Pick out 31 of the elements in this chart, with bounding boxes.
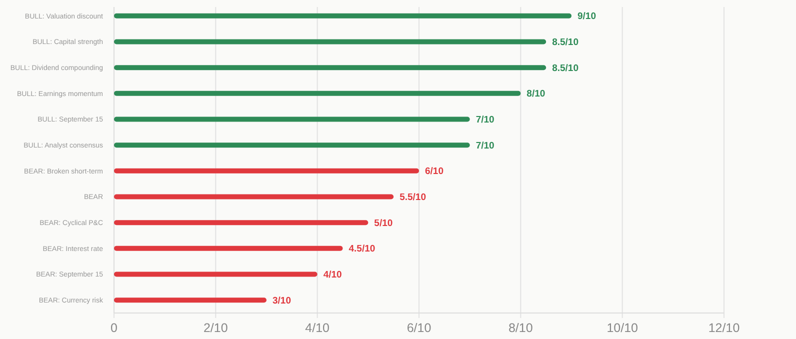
x-tick-label: 10/10 — [606, 321, 638, 335]
bar — [114, 39, 546, 44]
x-tick-label: 6/10 — [406, 321, 432, 335]
bar — [114, 220, 368, 226]
data-label: 6/10 — [425, 166, 444, 178]
data-label: 8.5/10 — [552, 37, 579, 48]
x-tick-label: 0 — [110, 321, 118, 335]
data-label: 5/10 — [374, 218, 393, 229]
data-label: 8/10 — [526, 88, 546, 100]
data-label: 3/10 — [272, 295, 291, 306]
x-tick-label: 4/10 — [305, 321, 330, 335]
bar — [114, 272, 318, 277]
bar — [114, 246, 343, 251]
data-label: 4.5/10 — [348, 244, 376, 255]
data-label: 8.5/10 — [552, 62, 579, 74]
bar — [114, 168, 419, 174]
data-label: 7/10 — [476, 140, 494, 152]
data-label: 4/10 — [323, 270, 342, 281]
bar — [114, 194, 394, 200]
bar — [114, 142, 470, 148]
bar — [114, 13, 572, 18]
data-label: 7/10 — [476, 114, 494, 126]
data-label: 5.5/10 — [400, 192, 426, 204]
x-tick-label: 2/10 — [203, 321, 228, 335]
bar — [114, 90, 521, 96]
x-tick-label: 8/10 — [508, 321, 533, 335]
bar — [114, 65, 546, 70]
bar — [114, 116, 470, 122]
x-tick-label: 12/10 — [708, 321, 740, 335]
data-label: 9/10 — [578, 11, 596, 22]
bar — [114, 298, 266, 303]
